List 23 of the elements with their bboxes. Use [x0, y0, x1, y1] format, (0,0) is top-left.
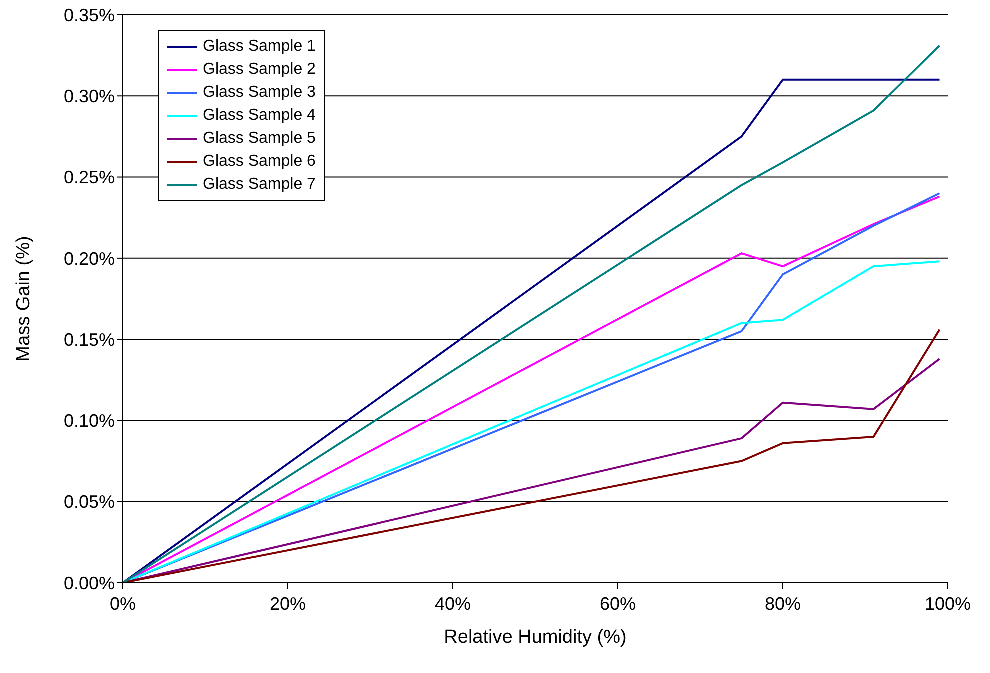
x-tick-label: 100% [924, 594, 972, 614]
legend-label: Glass Sample 7 [203, 176, 316, 194]
x-tick-label: 80% [764, 594, 802, 614]
legend-label: Glass Sample 1 [203, 38, 316, 56]
y-tick-label: 0.30% [64, 86, 115, 107]
legend-label: Glass Sample 4 [203, 106, 316, 124]
legend-label: Glass Sample 6 [203, 152, 316, 170]
legend-label: Glass Sample 5 [203, 130, 316, 148]
y-tick-label: 0.15% [64, 330, 115, 350]
y-tick-label: 0.05% [64, 492, 115, 512]
legend-label: Glass Sample 2 [203, 60, 316, 78]
y-tick-label: 0.35% [64, 5, 115, 26]
y-tick-label: 0.20% [64, 248, 115, 269]
x-tick-label: 0% [110, 594, 136, 614]
y-axis-title: Mass Gain (%) [14, 236, 35, 362]
x-tick-label: 40% [434, 594, 472, 614]
x-tick-label: 60% [600, 594, 636, 614]
x-axis-title: Relative Humidity (%) [444, 627, 627, 648]
y-tick-label: 0.10% [64, 411, 115, 432]
legend-label: Glass Sample 3 [203, 84, 316, 102]
y-tick-label: 0.25% [64, 168, 115, 188]
x-tick-label: 20% [270, 594, 306, 614]
y-tick-label: 0.00% [64, 573, 115, 594]
